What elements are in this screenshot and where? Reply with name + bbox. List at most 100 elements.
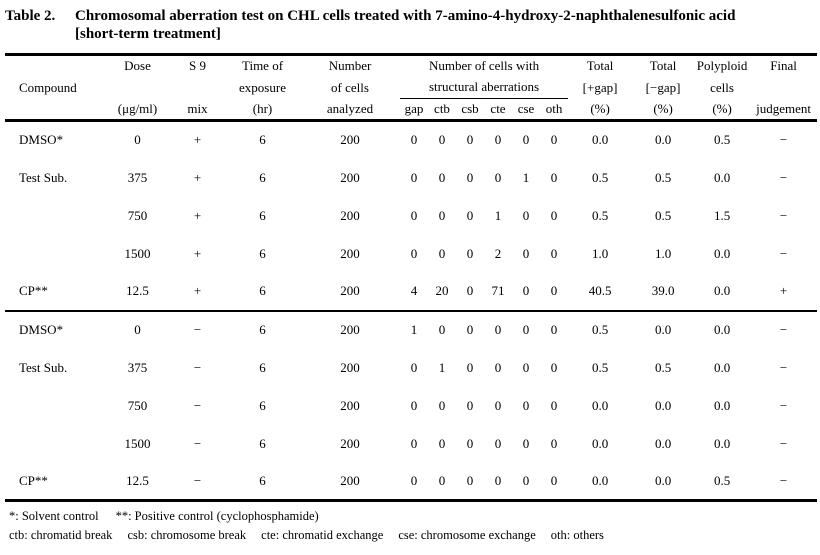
cell-s9: +	[193, 132, 202, 148]
cell-oth: 0	[550, 435, 558, 451]
cell-s9: −	[193, 435, 202, 451]
cell-polyploid: 0.0	[713, 245, 731, 261]
cell-total-minus-gap: 0.5	[654, 207, 672, 223]
cell-gap: 0	[410, 397, 418, 413]
footnotes: *: Solvent control **: Positive control …	[5, 507, 816, 545]
header-row-1: Compound Dose S 9 Time of Number Number …	[5, 55, 817, 94]
cell-cte: 71	[484, 272, 512, 312]
cell-cse: 0	[522, 472, 530, 488]
cell-gap: 0	[410, 359, 418, 375]
header-time-of-exposure: Time of	[241, 58, 284, 74]
cell-judgement: −	[779, 322, 788, 337]
footnote-ctb: ctb: chromatid break	[9, 528, 113, 542]
header-cells-analyzed-line2: of cells	[331, 79, 369, 95]
header-final-judgement: Final	[770, 58, 797, 74]
header-final-judgement-line3: judgement	[756, 100, 811, 116]
footnote-solvent-control: *: Solvent control	[9, 509, 99, 523]
cell-time: 6	[259, 207, 266, 223]
cell-cells-analyzed: 200	[340, 397, 360, 413]
table-title-text: Chromosomal aberration test on CHL cells…	[75, 7, 816, 43]
footnote-cte: cte: chromatid exchange	[261, 528, 384, 542]
cell-cells-analyzed: 200	[340, 132, 360, 148]
cell-oth: 0	[540, 272, 569, 312]
cell-csb: 0	[466, 245, 474, 261]
cell-cells-analyzed: 200	[340, 207, 360, 223]
cell-ctb: 0	[438, 322, 446, 337]
cell-polyploid: 0.0	[713, 435, 731, 451]
table-title-label: Table 2.	[5, 8, 56, 24]
cell-ctb: 1	[438, 359, 446, 375]
cell-polyploid: 0.5	[713, 472, 731, 488]
cell-oth: 0	[550, 397, 558, 413]
cell-dose: 0	[134, 132, 141, 148]
cell-polyploid: 0.0	[713, 397, 731, 413]
cell-time: 6	[259, 322, 266, 337]
cell-polyploid: 0.0	[713, 169, 731, 185]
cell-total-minus-gap: 0.5	[654, 169, 672, 185]
cell-total-plus-gap: 0.5	[591, 322, 609, 337]
cell-judgement: −	[779, 169, 788, 185]
cell-gap: 0	[410, 132, 418, 148]
cell-time: 6	[259, 472, 266, 488]
cell-compound: Test Sub.	[19, 169, 68, 185]
cell-csb: 0	[466, 207, 474, 223]
cell-cse: 0	[522, 322, 530, 337]
cell-s9: −	[193, 472, 202, 488]
cell-total-plus-gap: 40.5	[568, 272, 633, 312]
header-cells-analyzed: Number	[328, 58, 372, 74]
header-total-plus-gap-unit: (%)	[590, 100, 610, 116]
cell-judgement: −	[779, 397, 788, 413]
cell-total-minus-gap: 39.0	[632, 272, 695, 312]
cell-dose: 375	[127, 359, 148, 375]
cell-compound: DMSO*	[19, 132, 64, 148]
header-polyploid-unit: (%)	[712, 100, 732, 116]
footnote-positive-control: **: Positive control (cyclophosphamide)	[115, 509, 319, 523]
table-row: 1500 + 6 200 0 0 0 2 0 0 1.0 1.0 0.0 −	[5, 235, 817, 273]
table-title-line1: Chromosomal aberration test on CHL cells…	[75, 8, 736, 24]
table-title: Table 2. Chromosomal aberration test on …	[5, 7, 816, 43]
header-oth: oth	[545, 101, 563, 116]
cell-total-minus-gap: 0.0	[654, 472, 672, 488]
cell-total-minus-gap: 0.0	[654, 132, 672, 148]
footnote-csb: csb: chromosome break	[127, 528, 247, 542]
cell-cse: 0	[522, 207, 530, 223]
header-cells-analyzed-line3: analyzed	[326, 100, 374, 116]
header-spacer	[170, 77, 225, 99]
cell-time: 6	[259, 397, 266, 413]
cell-cte: 0	[494, 435, 502, 451]
cell-s9: −	[193, 359, 202, 375]
cell-cte: 0	[494, 322, 502, 337]
cell-total-minus-gap: 0.5	[654, 359, 672, 375]
cell-ctb: 0	[438, 169, 446, 185]
header-structural-aberrations: Number of cells with	[428, 58, 540, 74]
table-row: Test Sub. 375 + 6 200 0 0 0 0 1 0 0.5 0.…	[5, 159, 817, 197]
header-cse: cse	[517, 101, 535, 116]
cell-dose: 375	[127, 169, 148, 185]
cell-judgement: −	[779, 472, 788, 488]
cell-cells-analyzed: 200	[340, 359, 360, 375]
cell-s9: −	[193, 322, 202, 337]
cell-cte: 0	[494, 132, 502, 148]
table-title-line2: [short-term treatment]	[75, 26, 221, 42]
cell-ctb: 0	[438, 472, 446, 488]
cell-csb: 0	[466, 322, 474, 337]
table-row: 750 + 6 200 0 0 0 1 0 0 0.5 0.5 1.5 −	[5, 197, 817, 235]
cell-cells-analyzed: 200	[300, 272, 400, 312]
cell-total-plus-gap: 0.0	[591, 132, 609, 148]
cell-cse: 0	[522, 397, 530, 413]
header-gap: gap	[404, 101, 424, 116]
cell-oth: 0	[550, 359, 558, 375]
cell-compound	[5, 235, 105, 273]
cell-cse: 0	[522, 132, 530, 148]
cell-ctb: 0	[438, 397, 446, 413]
cell-csb: 0	[466, 132, 474, 148]
cell-total-plus-gap: 0.0	[591, 435, 609, 451]
cell-judgement: −	[779, 207, 788, 223]
cell-cells-analyzed: 200	[340, 472, 360, 488]
header-ctb: ctb	[434, 101, 450, 116]
table-row: Test Sub. 375 − 6 200 0 1 0 0 0 0 0.5 0.…	[5, 349, 817, 387]
table-row: CP** 12.5 − 6 200 0 0 0 0 0 0 0.0 0.0 0.…	[5, 463, 817, 501]
cell-time: 6	[259, 359, 266, 375]
cell-judgement: −	[779, 132, 788, 148]
